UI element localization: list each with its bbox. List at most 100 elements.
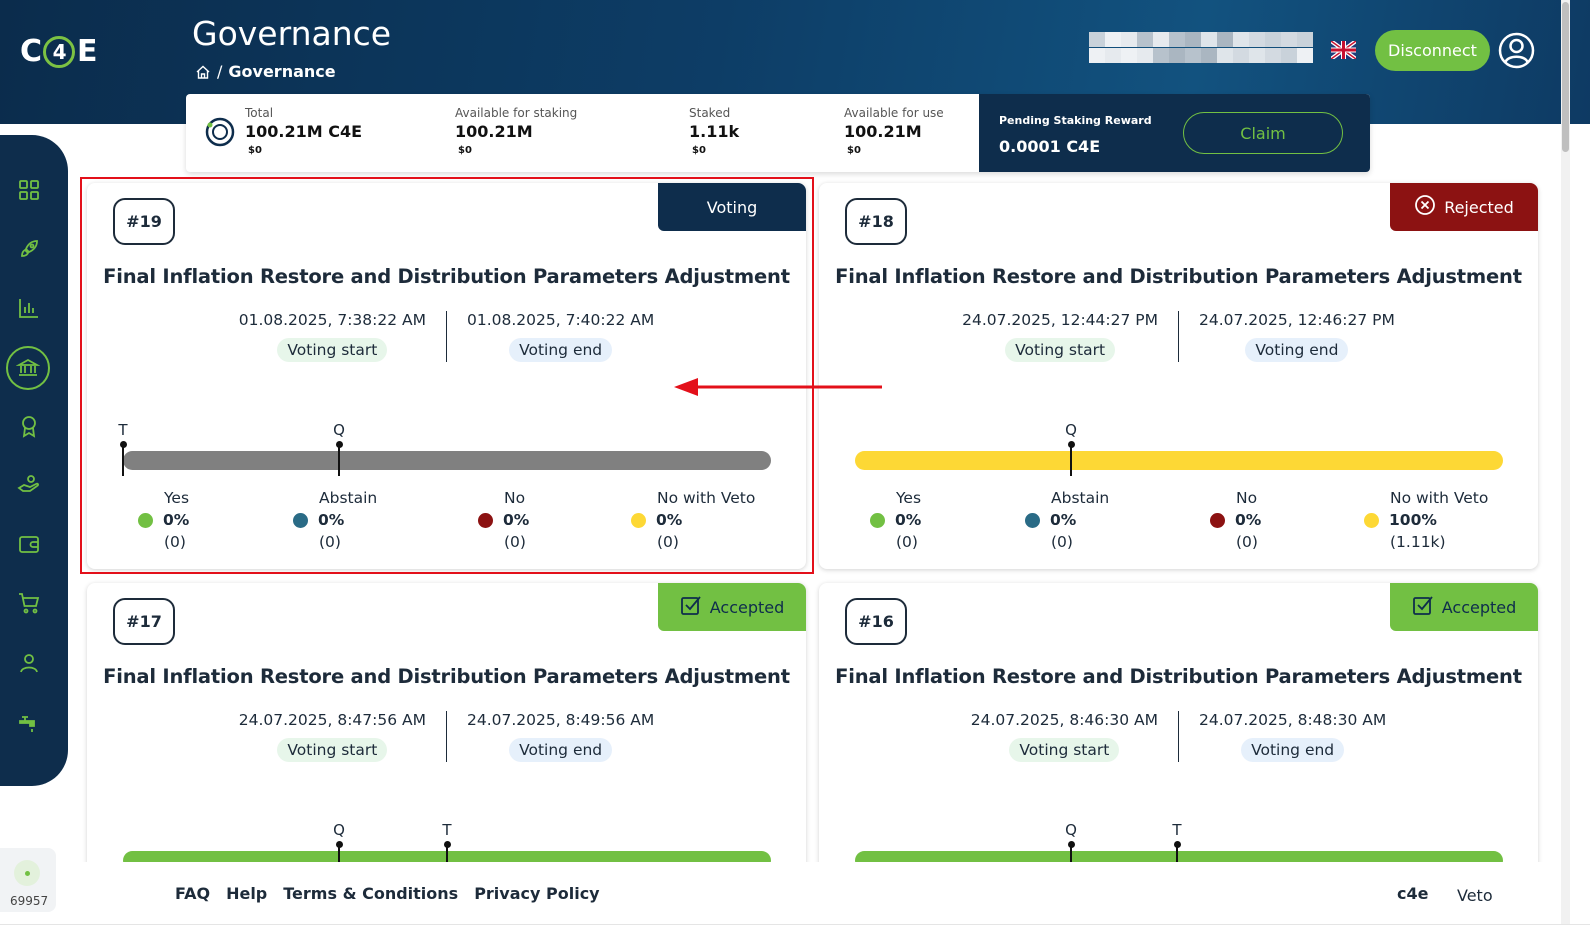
blur-pixel: [1265, 32, 1281, 47]
vote-yes: Yes 0% (0): [870, 489, 921, 551]
quorum-marker: [335, 841, 343, 876]
footer-link-help[interactable]: Help: [226, 884, 268, 903]
breadcrumb: / Governance: [195, 62, 336, 81]
blur-pixel: [1265, 47, 1281, 63]
voting-end-block: 01.08.2025, 7:40:22 AM Voting end: [447, 311, 674, 362]
vote-veto: No with Veto 100% (1.11k): [1364, 489, 1488, 551]
status-badge: Rejected: [1390, 183, 1538, 231]
footer-veto-label: Veto: [1457, 886, 1493, 905]
proposal-id: #17: [113, 598, 175, 645]
quorum-marker: [1067, 841, 1075, 876]
cart-icon[interactable]: [14, 588, 44, 618]
blur-pixel: [1217, 47, 1233, 63]
proposal-id: #18: [845, 198, 907, 245]
bottom-edge: [0, 924, 1590, 940]
proposal-title[interactable]: Final Inflation Restore and Distribution…: [103, 665, 790, 688]
accepted-check-icon: [680, 594, 702, 620]
chart-icon[interactable]: [14, 293, 44, 323]
home-icon[interactable]: [195, 64, 211, 80]
voting-end-block: 24.07.2025, 8:48:30 AM Voting end: [1179, 711, 1406, 762]
footer-link-privacy[interactable]: Privacy Policy: [474, 884, 600, 903]
blur-pixel: [1089, 32, 1105, 47]
vote-abstain: Abstain 0% (0): [293, 489, 377, 551]
page-title: Governance: [192, 14, 392, 53]
quorum-marker: [1067, 441, 1075, 476]
blur-pixel: [1105, 32, 1121, 47]
governance-icon[interactable]: [6, 346, 50, 390]
footer-link-terms[interactable]: Terms & Conditions: [283, 884, 459, 903]
no-dot: [1210, 512, 1225, 528]
wallet-icon[interactable]: [14, 529, 44, 559]
proposal-card[interactable]: #16 Accepted Final Inflation Restore and…: [819, 583, 1538, 883]
footer-link-faq[interactable]: FAQ: [175, 884, 211, 903]
proposal-card[interactable]: #19 Voting Final Inflation Restore and D…: [87, 183, 806, 569]
scrollbar-thumb[interactable]: [1562, 2, 1569, 152]
blur-pixel: [1281, 32, 1297, 47]
vote-tally-bar: T Q: [118, 421, 771, 476]
voting-dates: 01.08.2025, 7:38:22 AM Voting start 01.0…: [87, 311, 806, 362]
uk-flag-icon[interactable]: [1329, 39, 1358, 61]
proposal-card[interactable]: #17 Accepted Final Inflation Restore and…: [87, 583, 806, 883]
blur-pixel: [1089, 47, 1105, 63]
blur-pixel: [1249, 47, 1265, 63]
proposal-title[interactable]: Final Inflation Restore and Distribution…: [835, 665, 1522, 688]
blur-pixel: [1201, 47, 1217, 63]
available-staking-balance: Available for staking 100.21M $0: [455, 106, 578, 156]
proposal-title[interactable]: Final Inflation Restore and Distribution…: [103, 265, 790, 288]
faucet-icon[interactable]: [14, 708, 44, 738]
blur-pixel: [1121, 47, 1137, 63]
staked-balance: Staked 1.11k $0: [689, 106, 740, 156]
footer-brand: c4e: [1397, 884, 1429, 903]
voting-start-block: 24.07.2025, 8:46:30 AM Voting start: [951, 711, 1179, 762]
sidebar-nav: [0, 135, 68, 786]
no-dot: [478, 512, 493, 528]
dashboard-icon[interactable]: [14, 175, 44, 205]
claim-button[interactable]: Claim: [1183, 112, 1343, 154]
profile-icon[interactable]: [1498, 32, 1535, 69]
blur-pixel: [1153, 32, 1169, 47]
page-scrollbar[interactable]: [1561, 0, 1570, 940]
staking-hand-icon[interactable]: [14, 469, 44, 499]
proposal-id: #16: [845, 598, 907, 645]
blurred-wallet-address: [1089, 32, 1321, 63]
blur-pixel: [1185, 32, 1201, 47]
footer: FAQ Help Terms & Conditions Privacy Poli…: [0, 862, 1559, 924]
blur-pixel: [1105, 47, 1121, 63]
yes-dot: [138, 512, 153, 528]
award-icon[interactable]: [14, 411, 44, 441]
voting-end-block: 24.07.2025, 12:46:27 PM Voting end: [1179, 311, 1415, 362]
blur-pixel: [1169, 32, 1185, 47]
disconnect-button[interactable]: Disconnect: [1375, 30, 1490, 71]
abstain-dot: [293, 512, 308, 528]
threshold-marker-label: T: [442, 821, 452, 839]
proposal-id: #19: [113, 198, 175, 245]
threshold-marker: [443, 841, 451, 876]
block-height-widget: 69957: [0, 848, 56, 912]
voting-end-block: 24.07.2025, 8:49:56 AM Voting end: [447, 711, 674, 762]
block-height: 69957: [10, 894, 49, 908]
accepted-check-icon: [1412, 594, 1434, 620]
quorum-marker-label: Q: [1065, 821, 1077, 839]
proposal-title[interactable]: Final Inflation Restore and Distribution…: [835, 265, 1522, 288]
quorum-marker-label: Q: [333, 821, 345, 839]
voting-dates: 24.07.2025, 8:46:30 AM Voting start 24.0…: [819, 711, 1538, 762]
voting-start-block: 01.08.2025, 7:38:22 AM Voting start: [219, 311, 447, 362]
blur-pixel: [1297, 47, 1313, 63]
proposal-card[interactable]: #18 Rejected Final Inflation Restore and…: [819, 183, 1538, 569]
threshold-marker: [119, 441, 127, 476]
blur-pixel: [1249, 32, 1265, 47]
vote-abstain: Abstain 0% (0): [1025, 489, 1109, 551]
blur-pixel: [1233, 47, 1249, 63]
threshold-marker-label: T: [118, 421, 128, 439]
blur-pixel: [1297, 32, 1313, 47]
quorum-marker-label: Q: [333, 421, 345, 439]
vote-yes: Yes 0% (0): [138, 489, 189, 551]
pending-reward-panel: Pending Staking Reward 0.0001 C4E Claim: [979, 94, 1370, 172]
rocket-icon[interactable]: [14, 234, 44, 264]
user-icon[interactable]: [14, 648, 44, 678]
voting-start-block: 24.07.2025, 12:44:27 PM Voting start: [942, 311, 1179, 362]
voting-dates: 24.07.2025, 8:47:56 AM Voting start 24.0…: [87, 711, 806, 762]
blur-pixel: [1185, 47, 1201, 63]
threshold-marker-label: T: [1172, 821, 1182, 839]
